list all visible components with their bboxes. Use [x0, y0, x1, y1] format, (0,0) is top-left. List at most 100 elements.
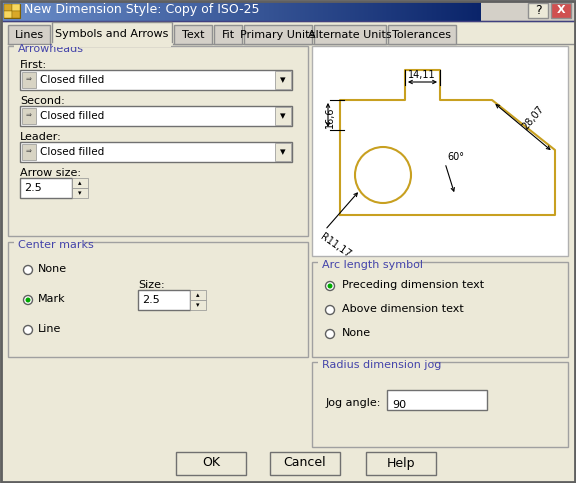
Bar: [120, 1, 121, 21]
Bar: [396, 1, 397, 21]
Text: Closed filled: Closed filled: [40, 75, 104, 85]
Text: Help: Help: [386, 456, 415, 469]
Bar: [18, 1, 19, 21]
Bar: [144, 1, 145, 21]
Bar: [390, 1, 391, 21]
Bar: [242, 1, 243, 21]
Bar: [154, 1, 155, 21]
Bar: [14, 45, 73, 53]
Bar: [243, 1, 244, 21]
Bar: [24, 1, 25, 21]
Bar: [359, 1, 360, 21]
Bar: [112, 1, 113, 21]
Circle shape: [325, 282, 335, 290]
Bar: [132, 1, 133, 21]
Circle shape: [24, 266, 32, 274]
Bar: [226, 1, 227, 21]
Bar: [67, 1, 68, 21]
Bar: [53, 1, 54, 21]
Text: First:: First:: [20, 60, 47, 70]
Text: Fit: Fit: [221, 30, 234, 40]
Bar: [44, 1, 45, 21]
Bar: [383, 1, 384, 21]
Bar: [248, 1, 249, 21]
Bar: [4, 4, 20, 18]
Circle shape: [25, 298, 31, 302]
Bar: [45, 1, 46, 21]
Bar: [15, 1, 16, 21]
Bar: [377, 1, 378, 21]
Bar: [99, 1, 100, 21]
Bar: [315, 1, 316, 21]
Bar: [399, 1, 400, 21]
Bar: [190, 1, 191, 21]
Bar: [176, 1, 177, 21]
Bar: [444, 1, 445, 21]
Bar: [275, 107, 291, 125]
Bar: [61, 1, 62, 21]
Bar: [93, 1, 94, 21]
Bar: [380, 1, 381, 21]
Bar: [480, 1, 481, 21]
Bar: [437, 1, 438, 21]
Bar: [157, 1, 158, 21]
Bar: [33, 1, 34, 21]
Bar: [378, 1, 379, 21]
Bar: [394, 1, 395, 21]
Bar: [281, 1, 282, 21]
Bar: [82, 1, 83, 21]
Bar: [5, 1, 6, 21]
Bar: [54, 1, 55, 21]
Bar: [128, 1, 129, 21]
Bar: [107, 1, 108, 21]
Bar: [158, 1, 159, 21]
Bar: [168, 1, 169, 21]
Bar: [420, 1, 421, 21]
Bar: [186, 1, 187, 21]
Bar: [275, 1, 276, 21]
Circle shape: [328, 284, 332, 288]
Bar: [223, 1, 224, 21]
Bar: [231, 1, 232, 21]
Bar: [459, 1, 460, 21]
Bar: [72, 178, 88, 188]
Bar: [29, 1, 30, 21]
Bar: [296, 1, 297, 21]
Bar: [21, 1, 22, 21]
Bar: [194, 1, 195, 21]
Bar: [76, 1, 77, 21]
Text: 60°: 60°: [447, 152, 464, 162]
Bar: [323, 1, 324, 21]
Bar: [125, 1, 126, 21]
Bar: [398, 1, 399, 21]
Bar: [349, 1, 350, 21]
Bar: [440, 1, 441, 21]
Bar: [275, 71, 291, 89]
Bar: [126, 1, 127, 21]
Bar: [181, 1, 182, 21]
Bar: [452, 1, 453, 21]
Bar: [337, 1, 338, 21]
Bar: [446, 1, 447, 21]
Bar: [457, 1, 458, 21]
Text: Jog angle:: Jog angle:: [326, 398, 381, 408]
Bar: [185, 1, 186, 21]
Bar: [294, 1, 295, 21]
Bar: [30, 1, 31, 21]
Bar: [365, 1, 366, 21]
Bar: [456, 1, 457, 21]
Bar: [56, 1, 57, 21]
Bar: [191, 1, 192, 21]
Bar: [196, 1, 197, 21]
Bar: [199, 1, 200, 21]
Bar: [302, 1, 303, 21]
Bar: [410, 1, 411, 21]
Circle shape: [24, 326, 32, 335]
Bar: [20, 70, 292, 90]
Bar: [387, 390, 487, 410]
Bar: [218, 1, 219, 21]
Bar: [355, 1, 356, 21]
Text: X: X: [556, 5, 565, 15]
Text: Lines: Lines: [14, 30, 44, 40]
Bar: [384, 1, 385, 21]
